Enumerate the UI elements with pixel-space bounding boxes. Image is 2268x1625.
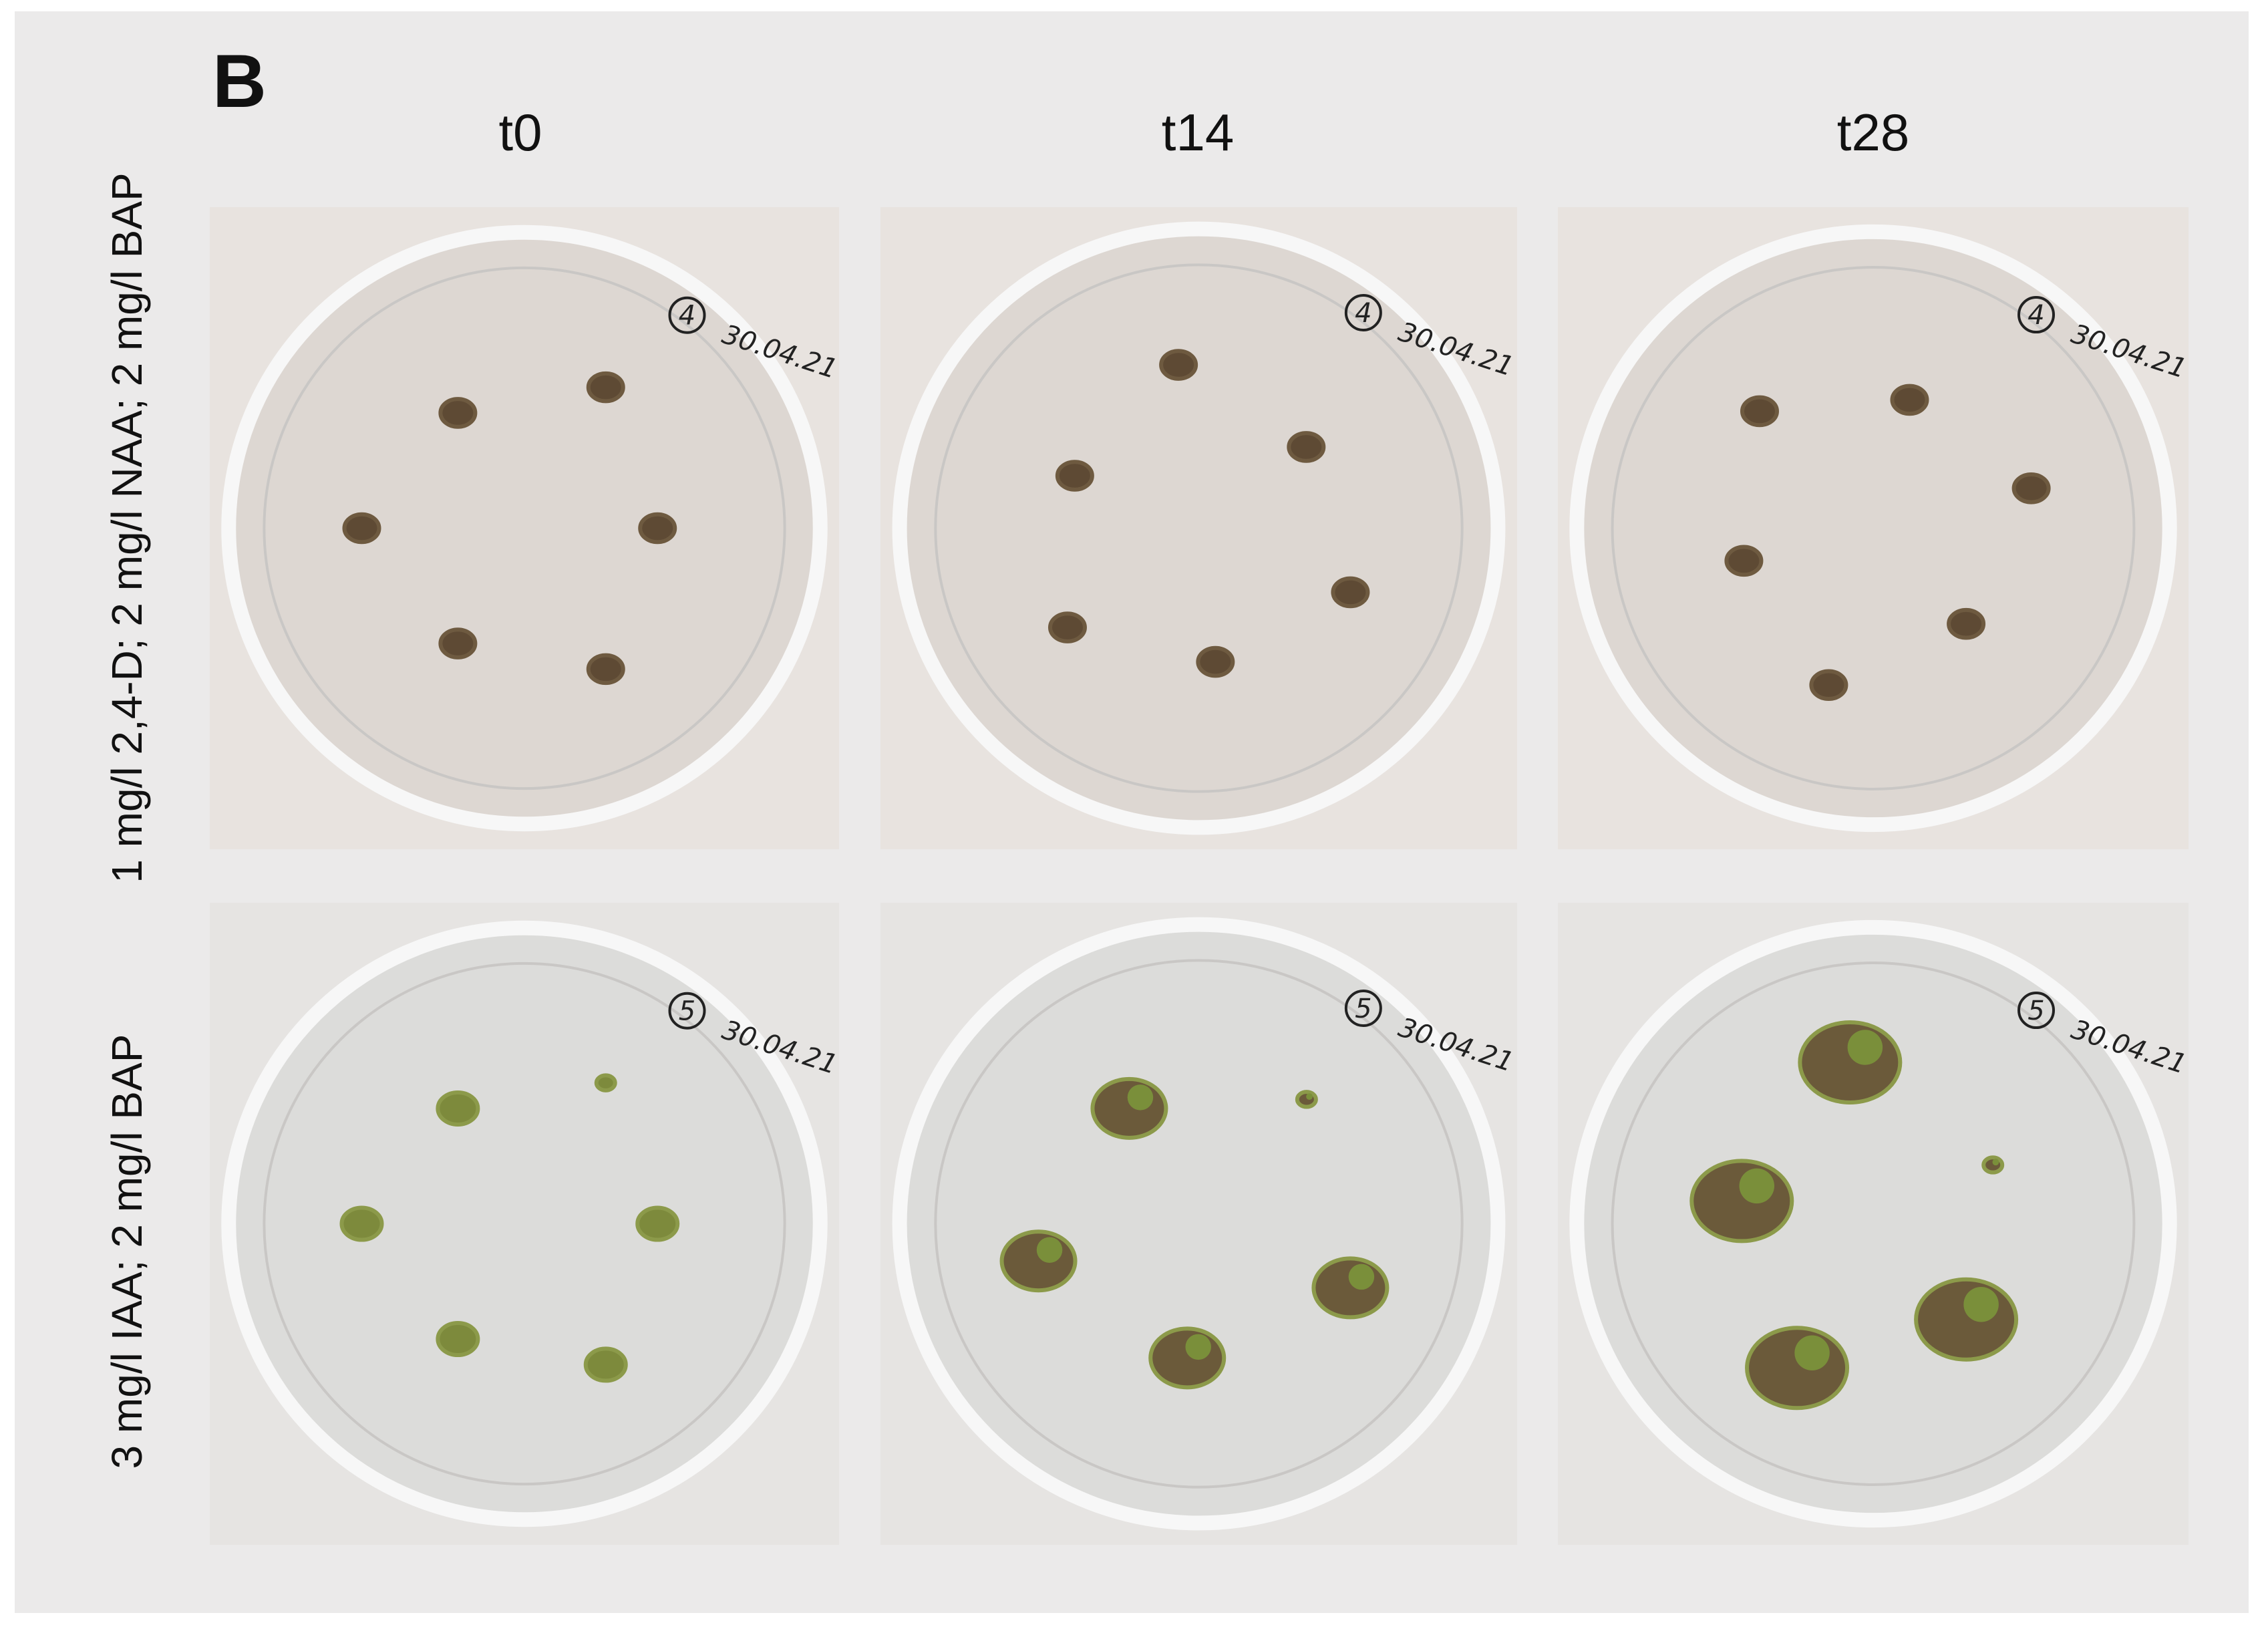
explant-shoot	[1185, 1334, 1211, 1360]
explant	[436, 1321, 480, 1358]
plate-number: 4	[679, 301, 695, 331]
explant	[1798, 1020, 1903, 1104]
dish-rim	[221, 225, 828, 832]
plate-photo: 430.04.21	[880, 207, 1517, 849]
explant	[1311, 1256, 1390, 1320]
explant	[2011, 472, 2051, 504]
explant	[1090, 1076, 1168, 1140]
dish-rim	[892, 917, 1506, 1531]
dish-inner	[934, 959, 1464, 1489]
dish-inner	[934, 263, 1464, 793]
explant	[1689, 1159, 1794, 1243]
explant	[438, 627, 478, 659]
plate-number: 5	[2028, 996, 2044, 1026]
explant-shoot	[1348, 1264, 1375, 1290]
explant	[586, 653, 625, 686]
panel-label: B	[212, 39, 267, 123]
plate-number-circle	[1344, 294, 1382, 332]
plate-number-circle	[2017, 992, 2056, 1030]
explant	[1287, 431, 1326, 463]
plate-number-circle	[668, 992, 706, 1030]
explant	[1981, 1155, 2005, 1175]
plate-photo: 530.04.21	[1558, 903, 2191, 1545]
explant	[1295, 1090, 1318, 1109]
plate-photo: 430.04.21	[210, 207, 841, 849]
explant-shoot	[1794, 1335, 1830, 1371]
dish-rim	[1569, 919, 2177, 1528]
dish-rim	[892, 221, 1506, 835]
dish-inner	[1611, 266, 2136, 790]
dish-rim	[221, 920, 828, 1527]
plate-photo: 530.04.21	[880, 903, 1517, 1545]
plate-number: 4	[1355, 298, 1371, 329]
plate-number: 5	[679, 996, 695, 1027]
explant-shoot	[1306, 1093, 1313, 1100]
plate-number-circle	[2017, 296, 2056, 334]
plate-number-circle	[668, 296, 706, 334]
explant	[583, 1346, 628, 1383]
explant	[436, 1090, 480, 1127]
explant-shoot	[1739, 1168, 1775, 1204]
explant	[1745, 1326, 1850, 1411]
dish-inner	[263, 266, 786, 790]
explant	[342, 512, 381, 545]
explant	[635, 1205, 680, 1242]
explant	[1809, 669, 1848, 702]
explant-shoot	[1127, 1084, 1154, 1111]
explant	[1055, 460, 1094, 492]
explant-shoot	[1963, 1286, 1999, 1322]
row-label: 3 mg/l IAA; 2 mg/l BAP	[103, 1034, 151, 1469]
column-header: t28	[1837, 103, 1909, 162]
plate-number: 5	[1355, 994, 1371, 1024]
column-header: t14	[1162, 103, 1234, 162]
explant	[999, 1229, 1078, 1293]
explant	[1914, 1277, 2019, 1362]
explant	[1890, 384, 1929, 416]
explant	[1159, 349, 1198, 381]
explant	[1724, 545, 1764, 577]
row-label: 1 mg/l 2,4-D; 2 mg/l NAA; 2 mg/l BAP	[103, 172, 151, 883]
explant-shoot	[1992, 1159, 1999, 1166]
explant	[1947, 607, 1986, 640]
explant	[1740, 395, 1779, 428]
dish-inner	[263, 962, 786, 1486]
explant	[1148, 1326, 1227, 1390]
plate-number-circle	[1344, 990, 1382, 1028]
column-header: t0	[498, 103, 542, 162]
dish-inner	[1611, 962, 2136, 1486]
explant	[638, 512, 677, 545]
explant-shoot	[1036, 1237, 1063, 1264]
explant	[594, 1073, 617, 1092]
explant	[1331, 576, 1370, 609]
explant-shoot	[1847, 1030, 1883, 1065]
explant	[1196, 645, 1235, 678]
plate-photo: 530.04.21	[210, 903, 841, 1545]
explant	[438, 397, 478, 429]
plate-photo: 430.04.21	[1558, 207, 2191, 849]
dish-rim	[1569, 224, 2177, 833]
explant	[586, 371, 625, 404]
explant	[339, 1205, 384, 1242]
explant	[1047, 611, 1087, 643]
plate-number: 4	[2028, 300, 2044, 331]
